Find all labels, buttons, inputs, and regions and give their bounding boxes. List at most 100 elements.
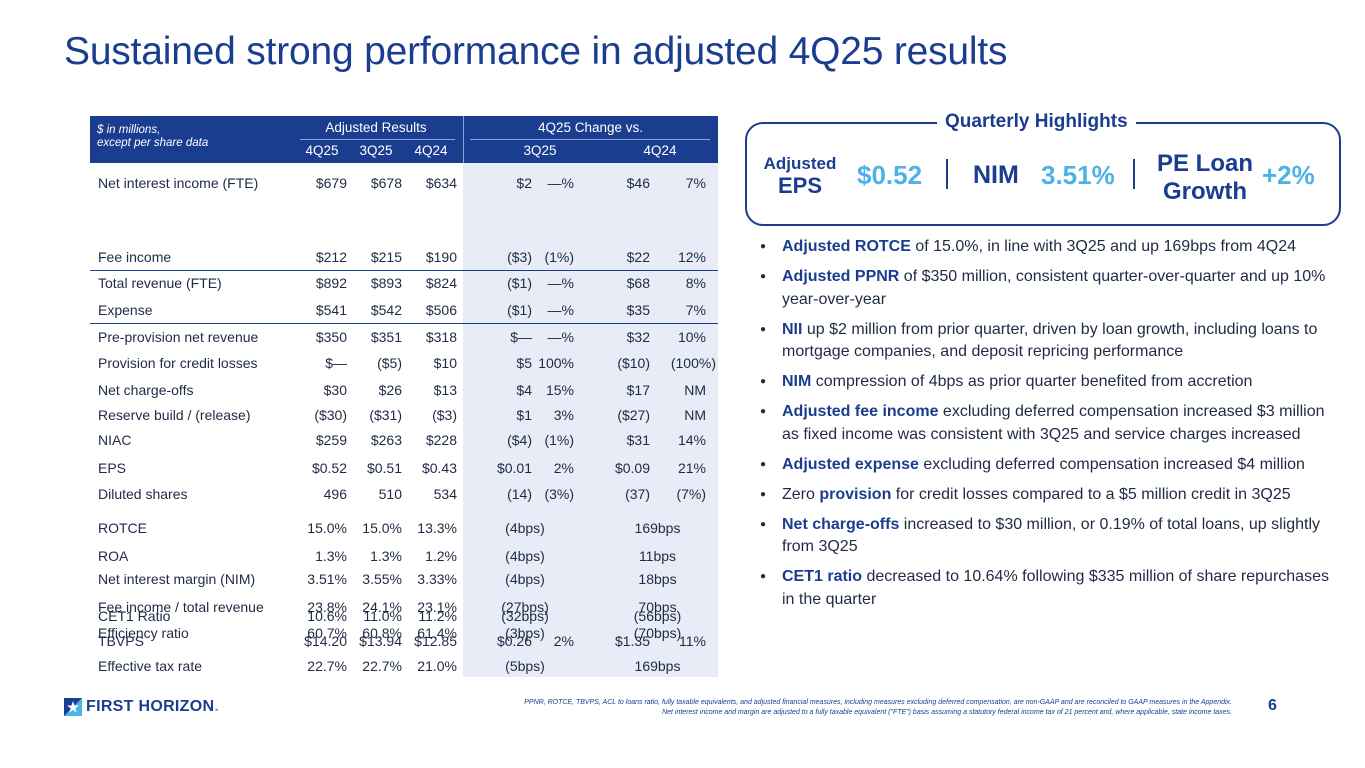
- list-item: Adjusted PPNR of $350 million, consisten…: [760, 266, 1330, 311]
- cell-p-4q24: NM: [684, 382, 706, 398]
- cell-3q25: 11.0%: [363, 608, 402, 624]
- cell-change-3q25: (4bps): [505, 548, 545, 564]
- table-row: Net interest income (FTE) $679 $678 $634…: [90, 172, 718, 194]
- cell-change-3q25: (27bps): [501, 599, 549, 615]
- row-label: Fee income / total revenue: [98, 599, 264, 615]
- cell-4q25: $14.20: [304, 633, 347, 649]
- cell-p-4q24: (100%): [670, 355, 716, 371]
- bullet-bold: Adjusted ROTCE: [782, 238, 911, 255]
- bullet-text: compression of 4bps as prior quarter ben…: [811, 373, 1253, 390]
- cell-4q24: $13: [433, 382, 457, 398]
- cell-4q24: $12.85: [414, 633, 457, 649]
- row-label: Reserve build / (release): [98, 407, 251, 423]
- row-label: NIAC: [98, 432, 132, 448]
- table-row: Pre-provision net revenue $350 $351 $318…: [90, 326, 718, 348]
- logo-dot: .: [214, 698, 220, 715]
- cell-4q25: 15.0%: [307, 520, 347, 536]
- cell-change-3q25: (3bps): [505, 625, 545, 641]
- col-4q25: 4Q25: [305, 143, 339, 158]
- cell-4q24: $228: [425, 432, 457, 448]
- logo-name: FIRST HORIZON: [86, 698, 215, 715]
- cell-p-3q25: 2%: [553, 460, 574, 476]
- cell-p-4q24: 12%: [677, 249, 706, 265]
- list-item: Adjusted fee income excluding deferred c…: [760, 401, 1330, 446]
- eps-label: EPS: [777, 173, 823, 198]
- pe-label-line-1: PE Loan: [1156, 150, 1253, 177]
- cell-d-4q24: ($10): [617, 355, 650, 371]
- cell-d-3q25: ($1): [507, 302, 532, 318]
- cell-p-3q25: —%: [547, 329, 574, 345]
- cell-3q25: $263: [370, 432, 402, 448]
- cell-change-4q24: 169bps: [634, 658, 681, 674]
- nim-value: 3.51%: [1041, 160, 1115, 190]
- bullet-text: decreased to 10.64% following $335 milli…: [782, 568, 1329, 608]
- cell-p-3q25: 100%: [538, 355, 574, 371]
- cell-d-3q25: $0.26: [496, 633, 532, 649]
- cell-3q25: 510: [378, 486, 402, 502]
- row-label: Effective tax rate: [98, 658, 203, 674]
- row-label: Fee income: [98, 249, 172, 265]
- cell-4q24: 21.0%: [417, 658, 457, 674]
- cell-p-4q24: 7%: [685, 302, 706, 318]
- eps-value: $0.52: [857, 160, 923, 190]
- cell-d-3q25: ($3): [507, 249, 532, 265]
- page-title: Sustained strong performance in adjusted…: [64, 30, 1008, 73]
- cell-p-3q25: —%: [547, 175, 574, 191]
- cell-3q25: $678: [370, 175, 402, 191]
- change-band: [463, 163, 718, 677]
- cell-4q25: 22.7%: [307, 658, 347, 674]
- table-row: Fee income $212 $215 $190 ($3) (1%) $22 …: [90, 246, 718, 268]
- bullet-bold: NII: [782, 320, 803, 338]
- header-rule-right: [470, 139, 710, 140]
- footnote-line-1: PPNR, ROTCE, TBVPS, ACL to loans ratio, …: [524, 699, 1232, 706]
- table-row: EPS $0.52 $0.51 $0.43 $0.01 2% $0.09 21%: [90, 457, 718, 479]
- cell-d-3q25: $0.01: [496, 460, 532, 476]
- cell-4q25: 496: [323, 486, 347, 502]
- cell-d-3q25: (14): [507, 486, 532, 502]
- cell-4q25: $541: [315, 302, 347, 318]
- units-note-line-1: $ in millions,: [97, 124, 161, 136]
- row-label: EPS: [98, 460, 127, 476]
- bullet-pre: Zero: [782, 485, 820, 503]
- cell-d-4q24: $68: [626, 275, 650, 291]
- table-units-note: $ in millions, except per share data: [97, 124, 208, 150]
- table-row: ROTCE 15.0% 15.0% 13.3% (4bps) 169bps: [90, 517, 718, 539]
- pe-label-line-2: Growth: [1163, 178, 1247, 205]
- cell-4q24: $10: [433, 355, 457, 371]
- cell-d-4q24: $17: [626, 382, 650, 398]
- row-divider: [90, 323, 718, 324]
- cell-4q24: 1.2%: [425, 548, 457, 564]
- cell-3q25: 60.8%: [362, 625, 402, 641]
- cell-3q25: $13.94: [359, 633, 402, 649]
- cell-d-3q25: $2: [516, 175, 532, 191]
- cell-4q25: 1.3%: [315, 548, 347, 564]
- cell-3q25: ($5): [377, 355, 402, 371]
- cell-d-4q24: $22: [626, 249, 650, 265]
- cell-4q24: 61.4%: [417, 625, 457, 641]
- cell-change-4q24: 18bps: [638, 571, 677, 587]
- cell-4q24: 23.1%: [417, 599, 457, 615]
- row-label: CET1 Ratio: [98, 608, 171, 624]
- cell-change-4q24: 11bps: [638, 548, 677, 564]
- row-label: Net interest income (FTE): [98, 175, 259, 191]
- table-row: Total revenue (FTE) $892 $893 $824 ($1) …: [90, 272, 718, 294]
- group-change-vs: 4Q25 Change vs.: [537, 120, 644, 135]
- cell-change-3q25: (5bps): [505, 658, 545, 674]
- col-4q24: 4Q24: [414, 143, 448, 158]
- table-row: Diluted shares 496 510 534 (14) (3%) (37…: [90, 483, 718, 505]
- cell-4q24: 13.3%: [417, 520, 457, 536]
- cell-p-3q25: 2%: [553, 633, 574, 649]
- cell-4q25: $0.52: [311, 460, 347, 476]
- row-label: Provision for credit losses: [98, 355, 258, 371]
- row-label: Pre-provision net revenue: [98, 329, 259, 345]
- cell-d-4q24: $1.35: [614, 633, 650, 649]
- bullet-bold: Adjusted expense: [782, 455, 919, 473]
- cell-d-3q25: $5: [516, 355, 532, 371]
- cell-3q25: $542: [370, 302, 402, 318]
- list-item: Adjusted expense excluding deferred comp…: [760, 454, 1330, 477]
- row-label: Expense: [98, 302, 153, 318]
- cell-p-4q24: 14%: [677, 432, 706, 448]
- row-label: TBVPS: [98, 633, 144, 649]
- cell-p-3q25: —%: [547, 302, 574, 318]
- row-divider: [90, 270, 718, 271]
